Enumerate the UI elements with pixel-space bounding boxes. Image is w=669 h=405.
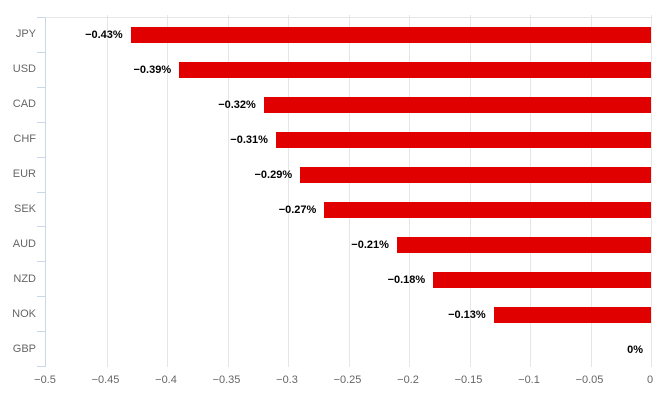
bar xyxy=(130,27,651,44)
gridline xyxy=(651,15,652,367)
category-axis-tick xyxy=(37,51,45,53)
x-axis-tick-label: −0.4 xyxy=(155,374,177,386)
bar-value-label: −0.13% xyxy=(448,308,486,321)
x-axis-tick-label: −0.35 xyxy=(212,374,241,386)
gridline xyxy=(590,15,592,367)
x-axis-tick-label: −0.05 xyxy=(575,374,604,386)
category-label: GBP xyxy=(12,342,36,355)
x-axis-tick-label: −0.3 xyxy=(276,374,298,386)
category-axis-tick xyxy=(37,191,45,193)
gridline xyxy=(469,15,471,367)
category-label: JPY xyxy=(15,28,36,41)
category-label: CAD xyxy=(12,98,36,111)
gridline xyxy=(167,15,168,367)
bar xyxy=(433,271,651,288)
bar xyxy=(324,201,651,218)
bar-row: 0% xyxy=(46,342,651,358)
x-axis-tick-label: −0.1 xyxy=(518,374,540,386)
gridline xyxy=(409,15,410,367)
bar-value-label: −0.21% xyxy=(351,238,389,251)
bar-value-label: −0.43% xyxy=(85,29,123,42)
bar xyxy=(300,167,651,184)
x-axis-tick-label: 0 xyxy=(646,374,654,386)
bar-row: −0.31% xyxy=(46,132,651,149)
bar-row: −0.21% xyxy=(46,236,651,253)
bar xyxy=(275,132,651,149)
category-axis-tick xyxy=(37,121,45,123)
category-label: NZD xyxy=(13,272,36,285)
bar xyxy=(179,62,651,79)
category-label: AUD xyxy=(12,237,36,250)
bar-value-label: −0.39% xyxy=(133,64,172,77)
x-axis-tick-label: −0.2 xyxy=(397,374,419,386)
bar xyxy=(396,236,651,253)
category-axis-tick xyxy=(37,17,45,18)
bar-value-label: −0.32% xyxy=(218,99,256,112)
x-axis-tick-label: −0.15 xyxy=(454,374,483,386)
plot-area: −0.43% −0.39% −0.32% −0.31% −0.29% −0.27% −0.2… xyxy=(45,15,652,367)
bar-row: −0.39% xyxy=(46,62,651,79)
category-axis-tick xyxy=(37,366,45,367)
category-axis-tick xyxy=(37,86,45,88)
category-axis-tick xyxy=(37,296,45,298)
bar-value-label: 0% xyxy=(627,343,643,356)
bar-row: −0.18% xyxy=(46,271,651,288)
gridline xyxy=(106,15,108,367)
bar-row: −0.27% xyxy=(46,201,651,218)
gridline xyxy=(227,15,229,367)
bar-value-label: −0.27% xyxy=(278,203,317,216)
bar-row: −0.13% xyxy=(46,306,651,323)
category-label: USD xyxy=(12,63,36,76)
category-axis-tick xyxy=(37,156,45,158)
bar-value-label: −0.29% xyxy=(254,169,293,182)
x-axis-tick-label: −0.5 xyxy=(34,374,56,386)
gridline xyxy=(348,15,350,367)
x-axis-tick-label: −0.45 xyxy=(91,374,120,386)
bar xyxy=(263,97,651,114)
category-label: SEK xyxy=(13,202,36,215)
bar-row: −0.29% xyxy=(46,167,651,184)
bar-value-label: −0.18% xyxy=(387,273,426,286)
category-axis-tick xyxy=(37,226,45,228)
category-label: NOK xyxy=(12,307,36,320)
x-axis-tick-label: −0.25 xyxy=(333,374,362,386)
bar-row: −0.43% xyxy=(46,27,651,44)
bar xyxy=(493,306,651,323)
category-axis-tick xyxy=(37,331,45,333)
gridline xyxy=(530,15,531,367)
category-label: CHF xyxy=(13,133,36,146)
category-axis-tick xyxy=(37,261,45,263)
bar-row: −0.32% xyxy=(46,97,651,114)
bar-value-label: −0.31% xyxy=(230,134,268,147)
gridline xyxy=(288,15,289,367)
category-label: EUR xyxy=(12,168,36,181)
